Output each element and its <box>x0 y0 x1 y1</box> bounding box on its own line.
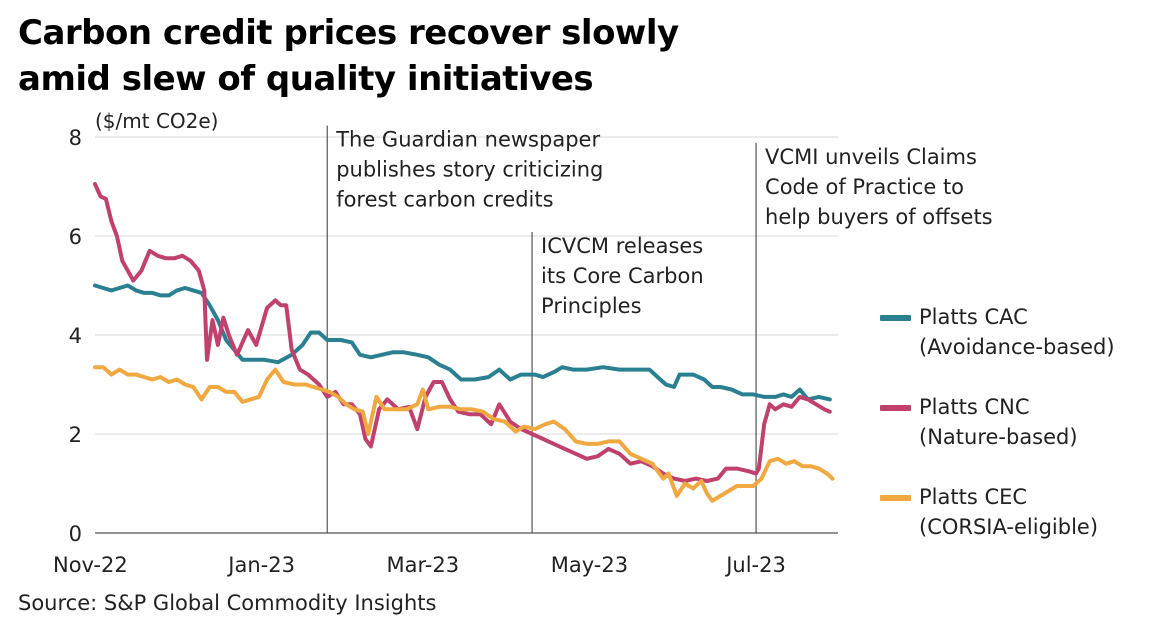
legend-label-cec: Platts CEC (CORSIA-eligible) <box>919 482 1098 542</box>
annotation-1-line-2: publishes story criticizing <box>336 158 603 182</box>
y-tick-label-4: 4 <box>69 324 82 348</box>
y-axis-label: ($/mt CO2e) <box>95 109 219 133</box>
legend-item-cec: Platts CEC (CORSIA-eligible) <box>880 482 1165 572</box>
source-note: Source: S&P Global Commodity Insights <box>18 591 437 615</box>
title-line-1: Carbon credit prices recover slowly <box>18 13 679 53</box>
legend-swatch-cnc <box>880 405 911 411</box>
annotation-1-line-3: forest carbon credits <box>336 188 553 212</box>
y-tick-label-2: 2 <box>69 423 82 447</box>
legend-desc-cnc: (Nature-based) <box>919 425 1078 449</box>
legend-label-cac: Platts CAC (Avoidance-based) <box>919 302 1115 362</box>
legend-desc-cec: (CORSIA-eligible) <box>919 515 1099 539</box>
series-line-2 <box>93 182 832 483</box>
title-line-2: amid slew of quality initiatives <box>18 59 594 99</box>
annotation-3-line-2: Code of Practice to <box>765 175 964 199</box>
legend-desc-cac: (Avoidance-based) <box>919 335 1115 359</box>
annotation-3-line-1: VCMI unveils Claims <box>765 145 977 169</box>
annotation-2-line-3: Principles <box>541 294 641 318</box>
legend-item-cnc: Platts CNC (Nature-based) <box>880 392 1165 482</box>
y-tick-label-0: 0 <box>69 522 82 546</box>
legend-name-cnc: Platts CNC <box>919 395 1030 419</box>
legend-swatch-cec <box>880 495 911 501</box>
x-tick-label-may-23: May-23 <box>551 553 628 577</box>
series-line-1 <box>93 283 832 402</box>
annotation-lines <box>326 125 757 533</box>
x-tick-label-mar-23: Mar-23 <box>387 553 460 577</box>
x-tick-label-jan-23: Jan-23 <box>226 553 295 577</box>
legend-name-cec: Platts CEC <box>919 485 1028 509</box>
y-tick-label-8: 8 <box>69 126 82 150</box>
x-tick-label-nov-22: Nov-22 <box>53 553 128 577</box>
legend-swatch-cac <box>880 315 911 321</box>
annotation-labels: The Guardian newspaper publishes story cr… <box>335 128 992 318</box>
annotation-3-line-3: help buyers of offsets <box>765 205 993 229</box>
page-title: Carbon credit prices recover slowly amid… <box>18 10 918 102</box>
legend-label-cnc: Platts CNC (Nature-based) <box>919 392 1078 452</box>
annotation-1-line-1: The Guardian newspaper <box>335 128 600 152</box>
annotation-2-line-1: ICVCM releases <box>541 234 703 258</box>
axes: 0 2 4 6 8 ($/mt CO2e) Nov-22 Jan-23 Mar-23 May-23… <box>53 109 838 577</box>
legend: Platts CAC (Avoidance-based) Platts CNC … <box>880 302 1165 572</box>
annotation-2-line-2: its Core Carbon <box>541 264 704 288</box>
x-tick-label-jul-23: Jul-23 <box>724 553 786 577</box>
series-line-3 <box>93 365 835 503</box>
legend-item-cac: Platts CAC (Avoidance-based) <box>880 302 1165 392</box>
series-lines <box>93 182 835 503</box>
legend-name-cac: Platts CAC <box>919 305 1028 329</box>
y-tick-label-6: 6 <box>69 225 82 249</box>
